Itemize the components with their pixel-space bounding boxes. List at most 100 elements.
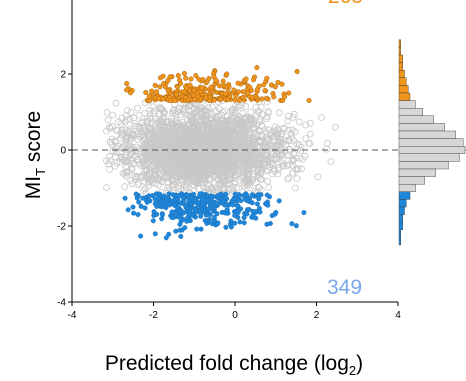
- down-point: [211, 214, 217, 220]
- neutral-point: [160, 130, 168, 138]
- neutral-point: [166, 134, 174, 141]
- neutral-point: [216, 137, 224, 145]
- neutral-point: [142, 167, 150, 175]
- up-point: [211, 97, 217, 103]
- histogram-bar: [398, 237, 401, 246]
- down-point: [214, 201, 220, 207]
- neutral-point: [284, 156, 292, 164]
- neutral-point: [204, 120, 212, 127]
- down-point: [264, 192, 270, 198]
- neutral-point: [265, 183, 273, 191]
- down-point: [215, 220, 221, 226]
- neutral-point: [233, 116, 241, 124]
- down-point: [172, 202, 178, 208]
- neutral-point: [172, 179, 180, 187]
- neutral-point: [289, 169, 297, 177]
- neutral-point: [285, 174, 293, 182]
- neutral-point: [181, 106, 189, 113]
- neutral-point: [120, 156, 127, 164]
- neutral-point: [228, 107, 236, 114]
- up-point: [254, 65, 260, 71]
- histogram-bar: [398, 214, 403, 223]
- neutral-point: [263, 141, 271, 149]
- down-point: [164, 195, 170, 201]
- down-point: [197, 191, 203, 197]
- neutral-point: [193, 179, 201, 187]
- down-point: [235, 203, 241, 209]
- up-point: [271, 94, 277, 100]
- neutral-point: [144, 175, 152, 183]
- neutral-point: [207, 131, 215, 139]
- down-point: [159, 216, 165, 222]
- down-point: [240, 193, 246, 199]
- up-point: [177, 77, 183, 83]
- down-point: [154, 211, 160, 217]
- down-point: [173, 228, 179, 234]
- up-point: [208, 84, 214, 90]
- neutral-point: [186, 102, 194, 110]
- neutral-point: [277, 132, 285, 140]
- up-point: [306, 97, 312, 103]
- neutral-point: [120, 129, 128, 137]
- x-tick-label: -2: [149, 310, 158, 321]
- neutral-point: [215, 160, 223, 168]
- up-point: [173, 92, 179, 98]
- neutral-point: [255, 184, 263, 192]
- up-point: [294, 68, 300, 75]
- neutral-point: [288, 126, 296, 134]
- y-tick-label: 0: [60, 146, 66, 157]
- neutral-point: [268, 170, 276, 178]
- down-point: [216, 192, 222, 198]
- neutral-point: [151, 115, 159, 123]
- neutral-point: [182, 181, 190, 189]
- down-count-label: 349: [327, 276, 362, 299]
- neutral-point: [235, 102, 243, 110]
- neutral-point: [108, 141, 116, 149]
- neutral-point: [123, 107, 131, 114]
- neutral-point: [200, 184, 208, 192]
- down-point: [196, 200, 202, 206]
- down-point: [204, 220, 210, 226]
- histogram-bar: [398, 39, 401, 48]
- neutral-point: [175, 126, 183, 134]
- up-point: [243, 76, 249, 82]
- down-point: [122, 195, 128, 201]
- neutral-point: [294, 145, 302, 153]
- up-point: [231, 87, 237, 93]
- neutral-point: [263, 113, 271, 121]
- neutral-point: [323, 139, 331, 147]
- neutral-point: [180, 130, 188, 138]
- up-point: [193, 73, 199, 79]
- neutral-point: [285, 151, 293, 159]
- neutral-point: [170, 180, 178, 188]
- neutral-point: [229, 144, 237, 152]
- neutral-point: [140, 134, 148, 141]
- up-point: [218, 96, 224, 103]
- down-point: [175, 213, 181, 219]
- neutral-point: [164, 178, 172, 186]
- down-point: [198, 226, 204, 232]
- neutral-point: [198, 161, 206, 169]
- down-point: [204, 197, 210, 203]
- up-point: [245, 90, 251, 96]
- neutral-point: [275, 109, 283, 117]
- up-point: [165, 77, 171, 83]
- neutral-point: [267, 142, 275, 150]
- neutral-point: [256, 127, 264, 135]
- neutral-point: [113, 126, 120, 134]
- down-point: [269, 213, 275, 219]
- neutral-point: [182, 174, 190, 182]
- up-point: [146, 93, 152, 99]
- neutral-point: [314, 173, 322, 181]
- y-tick-label: -4: [57, 298, 66, 309]
- down-points-layer: [122, 191, 307, 241]
- up-point: [247, 84, 253, 90]
- neutral-point: [214, 169, 222, 177]
- neutral-point: [306, 119, 314, 127]
- down-point: [133, 191, 139, 197]
- neutral-point: [254, 107, 262, 115]
- neutral-point: [125, 156, 132, 164]
- histogram-bar: [398, 199, 407, 208]
- histogram-bar: [398, 69, 405, 78]
- down-point: [249, 192, 255, 198]
